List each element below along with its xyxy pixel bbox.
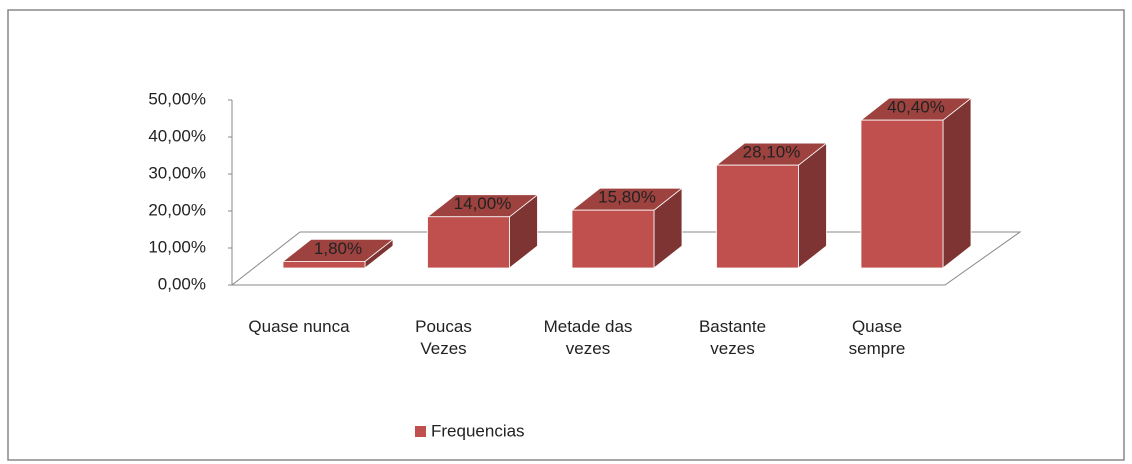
data-label: 40,40% (887, 98, 945, 117)
legend-swatch (415, 426, 426, 437)
bar-front (427, 216, 510, 269)
x-tick-label: Quase sempre (848, 317, 906, 358)
data-label: 28,10% (743, 143, 801, 162)
y-tick-label: 0,00% (158, 274, 206, 293)
data-label: 1,80% (314, 239, 362, 258)
bar (715, 142, 828, 269)
x-tick-label: Poucas Vezes (415, 317, 472, 358)
y-tick-label: 10,00% (148, 237, 206, 256)
y-tick-label: 40,00% (148, 126, 206, 145)
bar-front (860, 119, 944, 269)
y-tick-label: 30,00% (148, 163, 206, 182)
bar (426, 193, 539, 269)
x-tick-label: Bastante vezes (698, 317, 767, 358)
x-tick-label: Quase nunca (248, 317, 350, 336)
bar (570, 187, 684, 269)
bar-front (716, 164, 799, 269)
bar (859, 97, 973, 269)
data-label: 14,00% (454, 194, 512, 213)
x-tick-label: Metade das vezes (543, 317, 633, 358)
y-tick-label: 20,00% (148, 200, 206, 219)
legend-label: Frequencias (431, 421, 525, 440)
y-tick-label: 50,00% (148, 89, 206, 108)
bar (281, 238, 395, 269)
data-label: 15,80% (598, 188, 656, 207)
bar-front (571, 209, 655, 269)
bar-front (282, 261, 366, 269)
bar-side (942, 97, 972, 269)
